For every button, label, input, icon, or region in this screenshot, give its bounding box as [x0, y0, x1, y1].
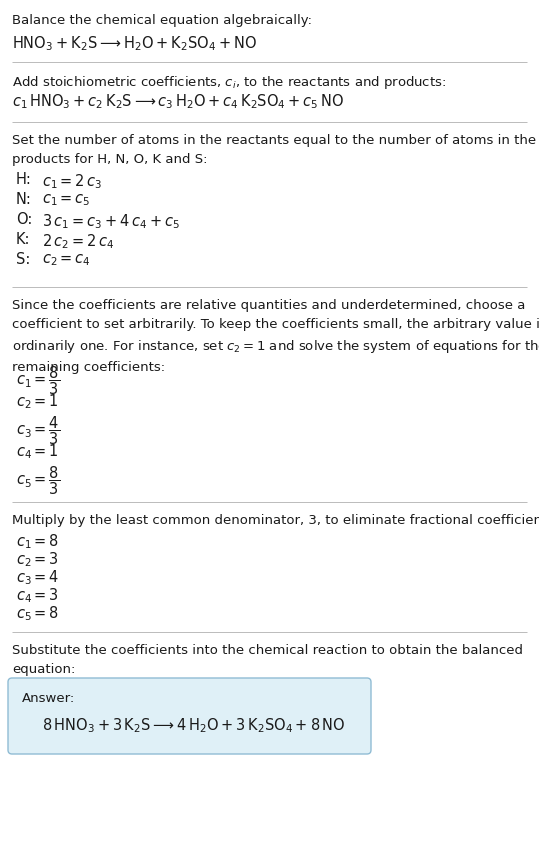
- Text: $c_2 = 1$: $c_2 = 1$: [16, 392, 59, 411]
- Text: $c_5 = 8$: $c_5 = 8$: [16, 604, 59, 623]
- Text: $\mathrm{HNO_3 + K_2S \longrightarrow H_2O + K_2SO_4 + NO}$: $\mathrm{HNO_3 + K_2S \longrightarrow H_…: [12, 34, 257, 53]
- Text: Set the number of atoms in the reactants equal to the number of atoms in the
pro: Set the number of atoms in the reactants…: [12, 134, 536, 166]
- Text: Substitute the coefficients into the chemical reaction to obtain the balanced
eq: Substitute the coefficients into the che…: [12, 644, 523, 676]
- Text: $c_1 = c_5$: $c_1 = c_5$: [42, 192, 91, 207]
- Text: $c_1 = \dfrac{8}{3}$: $c_1 = \dfrac{8}{3}$: [16, 364, 60, 397]
- Text: $c_1\,\mathrm{HNO_3} + c_2\,\mathrm{K_2S} \longrightarrow c_3\,\mathrm{H_2O} + c: $c_1\,\mathrm{HNO_3} + c_2\,\mathrm{K_2S…: [12, 92, 344, 110]
- Text: $8\,\mathrm{HNO_3} + 3\,\mathrm{K_2S} \longrightarrow 4\,\mathrm{H_2O} + 3\,\mat: $8\,\mathrm{HNO_3} + 3\,\mathrm{K_2S} \l…: [42, 716, 345, 734]
- Text: $c_4 = 3$: $c_4 = 3$: [16, 586, 59, 604]
- Text: $c_1 = 2\,c_3$: $c_1 = 2\,c_3$: [42, 172, 102, 190]
- Text: Balance the chemical equation algebraically:: Balance the chemical equation algebraica…: [12, 14, 312, 27]
- Text: $c_2 = 3$: $c_2 = 3$: [16, 550, 59, 569]
- Text: $c_2 = c_4$: $c_2 = c_4$: [42, 252, 91, 268]
- Text: $3\,c_1 = c_3 + 4\,c_4 + c_5$: $3\,c_1 = c_3 + 4\,c_4 + c_5$: [42, 212, 180, 230]
- Text: O:: O:: [16, 212, 32, 227]
- Text: Multiply by the least common denominator, 3, to eliminate fractional coefficient: Multiply by the least common denominator…: [12, 514, 539, 527]
- Text: Answer:: Answer:: [22, 692, 75, 705]
- FancyBboxPatch shape: [8, 678, 371, 754]
- Text: $c_1 = 8$: $c_1 = 8$: [16, 532, 59, 551]
- Text: $c_5 = \dfrac{8}{3}$: $c_5 = \dfrac{8}{3}$: [16, 464, 60, 496]
- Text: K:: K:: [16, 232, 31, 247]
- Text: S:: S:: [16, 252, 30, 267]
- Text: $c_3 = \dfrac{4}{3}$: $c_3 = \dfrac{4}{3}$: [16, 414, 60, 446]
- Text: $2\,c_2 = 2\,c_4$: $2\,c_2 = 2\,c_4$: [42, 232, 114, 251]
- Text: Add stoichiometric coefficients, $c_i$, to the reactants and products:: Add stoichiometric coefficients, $c_i$, …: [12, 74, 446, 91]
- Text: Since the coefficients are relative quantities and underdetermined, choose a
coe: Since the coefficients are relative quan…: [12, 299, 539, 374]
- Text: $c_3 = 4$: $c_3 = 4$: [16, 568, 59, 586]
- Text: $c_4 = 1$: $c_4 = 1$: [16, 442, 59, 461]
- Text: H:: H:: [16, 172, 32, 187]
- Text: N:: N:: [16, 192, 32, 207]
